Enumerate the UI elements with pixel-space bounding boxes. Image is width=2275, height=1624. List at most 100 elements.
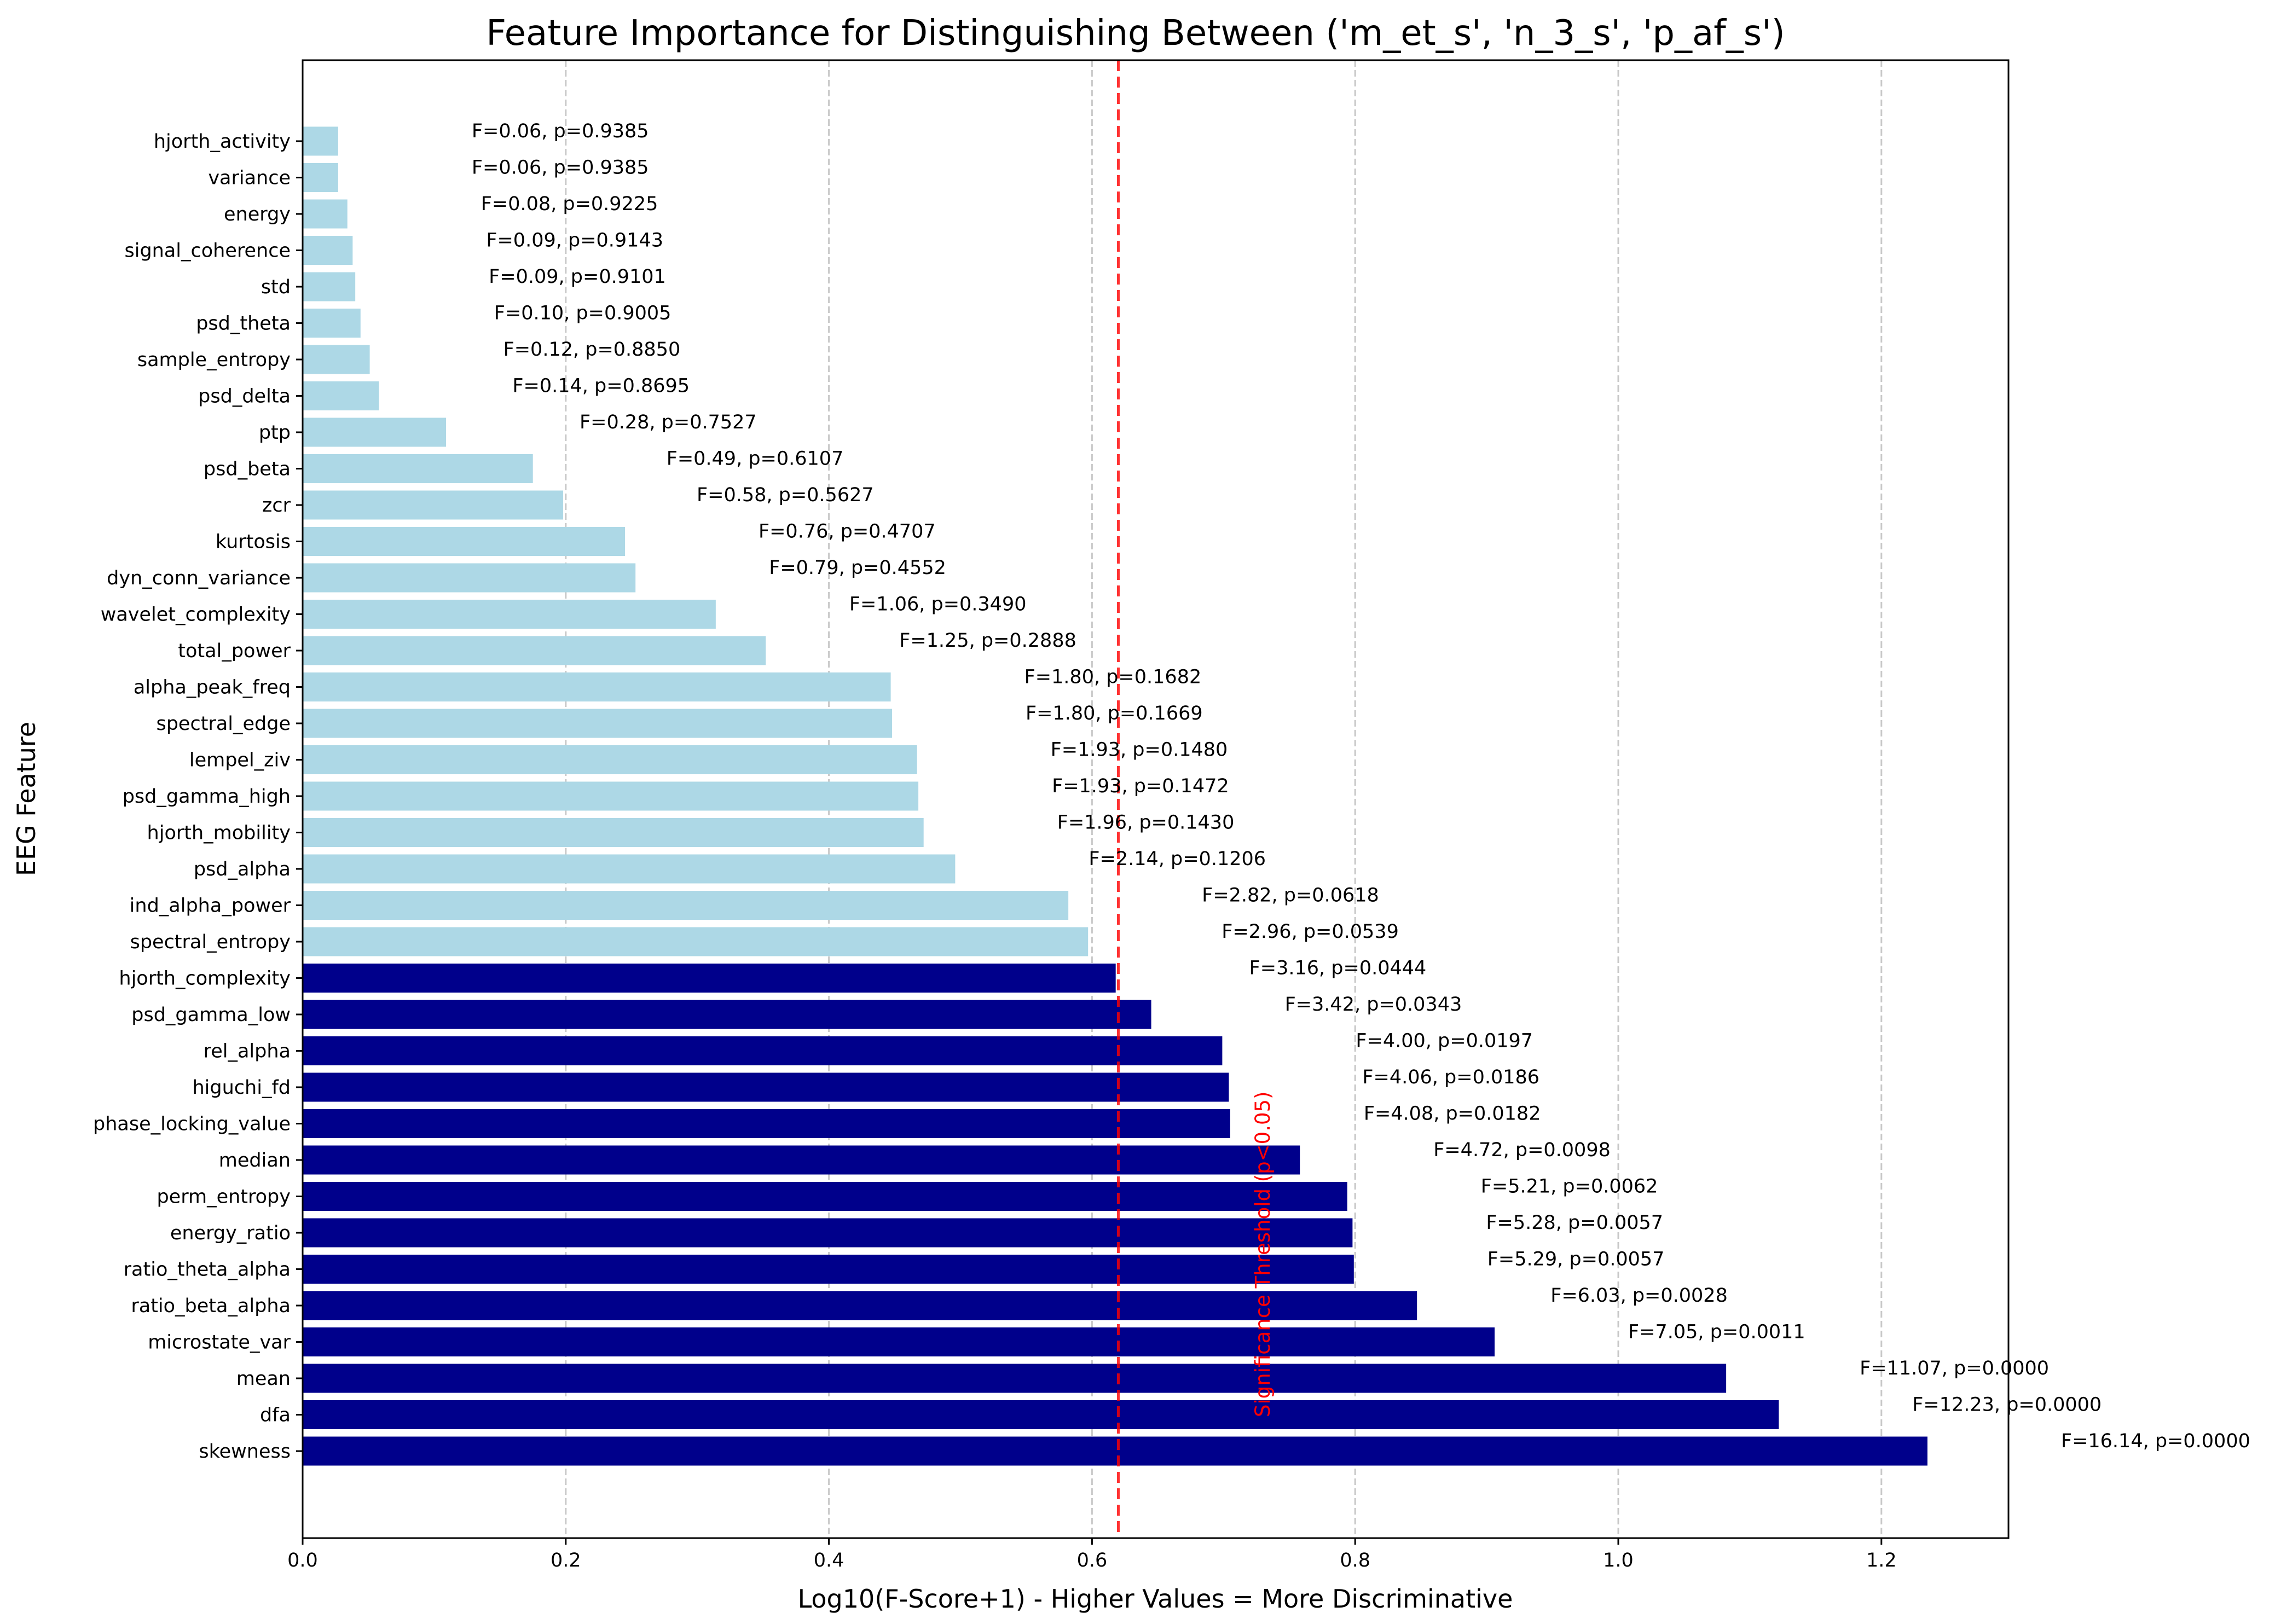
bar-signal_coherence bbox=[303, 236, 353, 265]
bar-hjorth_mobility bbox=[303, 818, 924, 847]
y-tick-label: alpha_peak_freq bbox=[134, 677, 291, 699]
bar-annotation: F=2.82, p=0.0618 bbox=[1202, 885, 1379, 907]
bar-psd_delta bbox=[303, 381, 379, 410]
bar-energy_ratio bbox=[303, 1218, 1353, 1248]
y-tick-label: lempel_ziv bbox=[189, 750, 291, 772]
bar-annotation: F=12.23, p=0.0000 bbox=[1912, 1394, 2102, 1416]
bar-microstate_var bbox=[303, 1327, 1495, 1356]
bar-annotation: F=4.08, p=0.0182 bbox=[1364, 1103, 1541, 1125]
bar-annotation: F=0.79, p=0.4552 bbox=[769, 557, 946, 579]
bar-annotation: F=2.14, p=0.1206 bbox=[1089, 848, 1266, 870]
y-tick-label: ratio_theta_alpha bbox=[124, 1259, 291, 1281]
y-tick-label: psd_delta bbox=[198, 386, 291, 408]
bar-annotation: F=0.28, p=0.7527 bbox=[580, 411, 757, 433]
y-tick-label: rel_alpha bbox=[204, 1041, 291, 1063]
bar-psd_gamma_low bbox=[303, 1000, 1151, 1029]
bar-hjorth_complexity bbox=[303, 964, 1116, 993]
bar-std bbox=[303, 272, 356, 301]
y-tick-label: sample_entropy bbox=[137, 349, 291, 371]
y-tick-label: dyn_conn_variance bbox=[107, 567, 291, 589]
bar-annotation: F=6.03, p=0.0028 bbox=[1550, 1285, 1728, 1307]
chart-title: Feature Importance for Distinguishing Be… bbox=[486, 13, 1785, 54]
bar-dfa bbox=[303, 1400, 1779, 1429]
bar-annotation: F=0.09, p=0.9143 bbox=[486, 230, 663, 252]
bar-annotation: F=1.96, p=0.1430 bbox=[1057, 812, 1235, 834]
bar-skewness bbox=[303, 1436, 1927, 1466]
y-tick-label: hjorth_activity bbox=[154, 131, 291, 153]
bar-annotation: F=1.80, p=0.1669 bbox=[1026, 703, 1203, 724]
bar-perm_entropy bbox=[303, 1182, 1347, 1211]
bar-ratio_beta_alpha bbox=[303, 1291, 1417, 1320]
y-tick-label: total_power bbox=[178, 640, 291, 662]
bar-psd_theta bbox=[303, 309, 361, 338]
y-tick-label: hjorth_mobility bbox=[147, 822, 291, 844]
bar-annotation: F=1.80, p=0.1682 bbox=[1024, 666, 1202, 688]
y-tick-label: psd_gamma_high bbox=[123, 786, 291, 808]
bar-psd_gamma_high bbox=[303, 781, 919, 811]
bar-series bbox=[303, 126, 1927, 1466]
bar-annotation: F=4.00, p=0.0197 bbox=[1356, 1030, 1533, 1052]
x-tick-label: 0.0 bbox=[287, 1550, 318, 1571]
y-tick-label: higuchi_fd bbox=[193, 1077, 291, 1099]
bar-ind_alpha_power bbox=[303, 891, 1069, 920]
bar-alpha_peak_freq bbox=[303, 672, 891, 701]
bar-higuchi_fd bbox=[303, 1072, 1229, 1102]
bar-annotation: F=3.42, p=0.0343 bbox=[1285, 994, 1462, 1016]
bar-annotation: F=0.08, p=0.9225 bbox=[481, 193, 658, 215]
y-tick-label: psd_alpha bbox=[194, 859, 291, 880]
y-tick-label: ind_alpha_power bbox=[130, 895, 291, 917]
bar-annotation: F=5.21, p=0.0062 bbox=[1481, 1176, 1658, 1198]
bar-annotation: F=3.16, p=0.0444 bbox=[1249, 958, 1427, 979]
bar-zcr bbox=[303, 490, 563, 520]
y-axis-label: EEG Feature bbox=[11, 722, 41, 876]
y-tick-label: signal_coherence bbox=[124, 240, 291, 262]
y-tick-label: median bbox=[219, 1150, 291, 1171]
bar-annotation: F=4.06, p=0.0186 bbox=[1362, 1066, 1539, 1088]
x-axis-label: Log10(F-Score+1) - Higher Values = More … bbox=[798, 1584, 1513, 1614]
bar-total_power bbox=[303, 636, 766, 665]
bar-annotation: F=0.76, p=0.4707 bbox=[759, 521, 936, 543]
bar-annotation: F=2.96, p=0.0539 bbox=[1222, 921, 1399, 943]
x-tick-label: 0.4 bbox=[814, 1550, 844, 1571]
x-tick-label: 0.8 bbox=[1340, 1550, 1370, 1571]
y-tick-label: perm_entropy bbox=[157, 1186, 291, 1208]
y-tick-label: psd_theta bbox=[196, 313, 291, 335]
bar-variance bbox=[303, 163, 338, 192]
bar-annotation: F=0.09, p=0.9101 bbox=[489, 266, 666, 288]
bar-annotation: F=0.58, p=0.5627 bbox=[697, 484, 874, 506]
y-tick-label: phase_locking_value bbox=[93, 1113, 291, 1135]
y-tick-label: zcr bbox=[262, 495, 291, 517]
bar-annotation: F=5.29, p=0.0057 bbox=[1487, 1249, 1665, 1271]
bar-psd_beta bbox=[303, 454, 533, 483]
bar-mean bbox=[303, 1364, 1727, 1393]
threshold-label: Significance Threshold (p<0.05) bbox=[1251, 1092, 1275, 1417]
y-tick-label: ptp bbox=[259, 422, 291, 444]
bar-annotation: F=16.14, p=0.0000 bbox=[2061, 1430, 2250, 1452]
x-tick-label: 0.2 bbox=[551, 1550, 581, 1571]
bar-annotation: F=1.06, p=0.3490 bbox=[849, 594, 1027, 616]
y-tick-label: microstate_var bbox=[148, 1332, 291, 1354]
y-tick-label: spectral_edge bbox=[156, 713, 291, 735]
bar-phase_locking_value bbox=[303, 1109, 1230, 1138]
bar-ratio_theta_alpha bbox=[303, 1255, 1354, 1284]
bar-hjorth_activity bbox=[303, 126, 338, 156]
y-tick-label: energy_ratio bbox=[170, 1222, 291, 1244]
bar-dyn_conn_variance bbox=[303, 563, 636, 593]
bar-annotation: F=1.25, p=0.2888 bbox=[899, 630, 1076, 652]
bar-spectral_entropy bbox=[303, 927, 1089, 956]
bar-annotation: F=1.93, p=0.1480 bbox=[1051, 739, 1228, 761]
y-tick-label: wavelet_complexity bbox=[101, 604, 291, 626]
bar-annotation: F=11.07, p=0.0000 bbox=[1860, 1358, 2049, 1379]
x-tick-label: 1.2 bbox=[1866, 1550, 1897, 1571]
y-tick-label: std bbox=[261, 276, 291, 298]
x-tick-label: 0.6 bbox=[1077, 1550, 1108, 1571]
bar-annotation: F=0.14, p=0.8695 bbox=[512, 375, 690, 397]
y-tick-label: skewness bbox=[199, 1441, 291, 1463]
plot-frame bbox=[302, 59, 2010, 1539]
significance-threshold: Significance Threshold (p<0.05) bbox=[1116, 60, 1275, 1538]
bar-rel_alpha bbox=[303, 1036, 1223, 1065]
y-tick-label: ratio_beta_alpha bbox=[131, 1295, 291, 1317]
y-tick-label: dfa bbox=[260, 1405, 291, 1426]
bar-annotations: F=0.06, p=0.9385 F=0.06, p=0.9385 F=0.08, … bbox=[472, 120, 2250, 1452]
